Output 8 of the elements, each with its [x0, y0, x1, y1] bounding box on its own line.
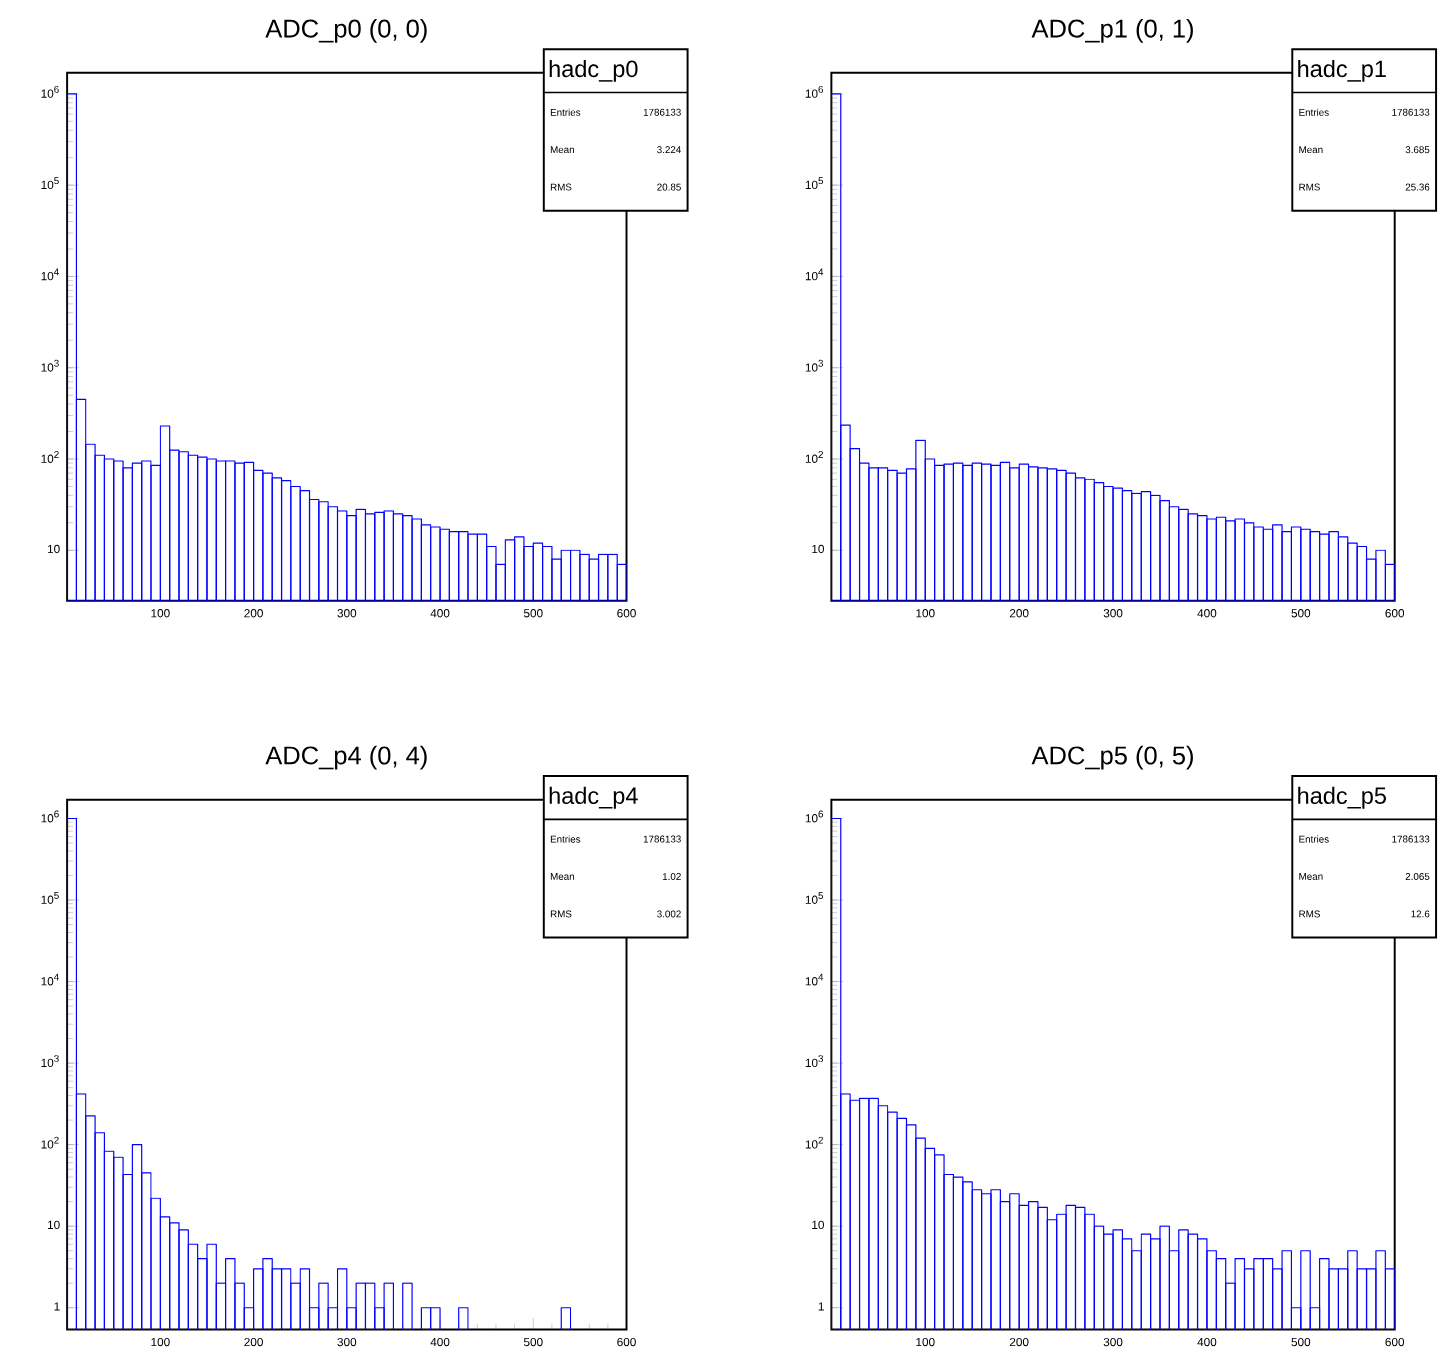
chart-title: ADC_p4 (0, 4)	[265, 746, 427, 771]
chart-title: ADC_p5 (0, 5)	[1031, 746, 1193, 771]
annotation: hadc_p0	[549, 60, 638, 83]
chart-title: ADC_p0 (0, 0)	[265, 19, 427, 44]
annotation: hadc_p1	[1298, 60, 1386, 83]
annotation: hadc_p5	[1298, 787, 1386, 810]
annotation: hadc_p4	[549, 787, 638, 810]
chart-title: ADC_p1 (0, 1)	[1031, 19, 1193, 44]
